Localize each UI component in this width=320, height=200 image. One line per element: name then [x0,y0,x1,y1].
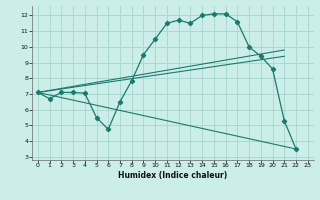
X-axis label: Humidex (Indice chaleur): Humidex (Indice chaleur) [118,171,228,180]
